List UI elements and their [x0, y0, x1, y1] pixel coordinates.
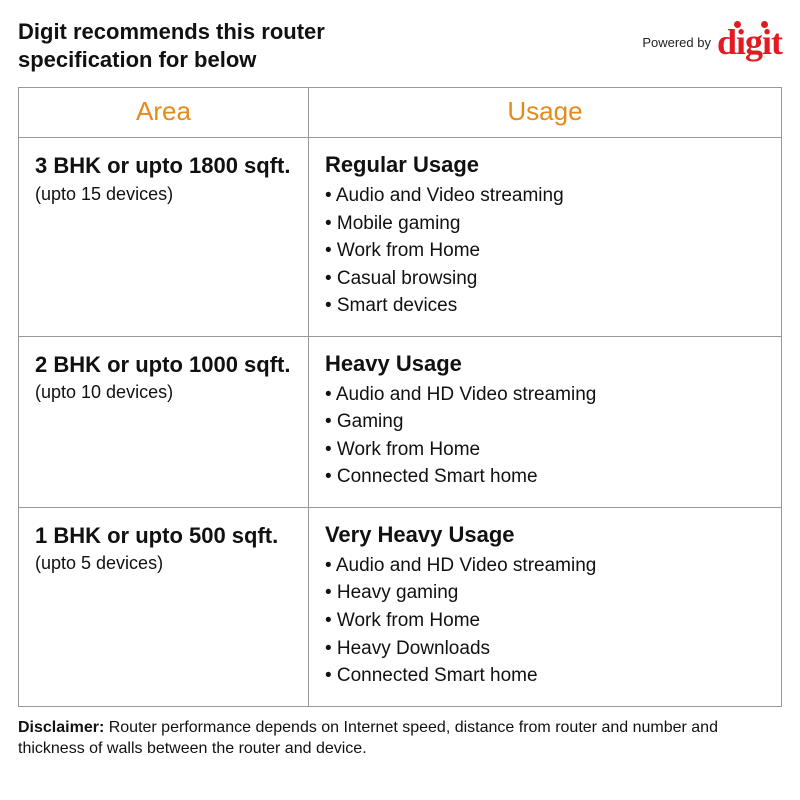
- usage-item: Gaming: [325, 408, 765, 436]
- disclaimer: Disclaimer: Router performance depends o…: [18, 717, 782, 760]
- usage-title: Regular Usage: [325, 152, 765, 178]
- logo-text: digit: [717, 22, 782, 62]
- area-title: 2 BHK or upto 1000 sqft.: [35, 351, 292, 379]
- logo-dot-icon: [761, 21, 768, 28]
- usage-title: Heavy Usage: [325, 351, 765, 377]
- digit-logo: digit: [717, 24, 782, 60]
- usage-list: Audio and HD Video streamingGamingWork f…: [325, 381, 765, 491]
- area-title: 1 BHK or upto 500 sqft.: [35, 522, 292, 550]
- table-row: 2 BHK or upto 1000 sqft. (upto 10 devices…: [19, 336, 782, 507]
- usage-cell: Very Heavy Usage Audio and HD Video strea…: [308, 507, 781, 706]
- area-cell: 2 BHK or upto 1000 sqft. (upto 10 devices…: [19, 336, 309, 507]
- page-title: Digit recommends this router specificati…: [18, 18, 438, 73]
- usage-item: Audio and Video streaming: [325, 182, 765, 210]
- usage-list: Audio and HD Video streamingHeavy gaming…: [325, 552, 765, 690]
- logo-dot-icon: [734, 21, 741, 28]
- usage-item: Work from Home: [325, 607, 765, 635]
- usage-item: Connected Smart home: [325, 662, 765, 690]
- table-row: 1 BHK or upto 500 sqft. (upto 5 devices) V…: [19, 507, 782, 706]
- disclaimer-text: Router performance depends on Internet s…: [18, 719, 718, 758]
- area-cell: 1 BHK or upto 500 sqft. (upto 5 devices): [19, 507, 309, 706]
- area-subtitle: (upto 10 devices): [35, 382, 292, 403]
- disclaimer-label: Disclaimer:: [18, 719, 104, 736]
- usage-item: Audio and HD Video streaming: [325, 552, 765, 580]
- usage-list: Audio and Video streamingMobile gamingWo…: [325, 182, 765, 320]
- usage-item: Casual browsing: [325, 265, 765, 293]
- column-header-usage: Usage: [308, 88, 781, 138]
- usage-item: Mobile gaming: [325, 210, 765, 238]
- table-header-row: Area Usage: [19, 88, 782, 138]
- header: Digit recommends this router specificati…: [18, 18, 782, 73]
- spec-table: Area Usage 3 BHK or upto 1800 sqft. (upto…: [18, 87, 782, 707]
- usage-cell: Regular Usage Audio and Video streamingMo…: [308, 138, 781, 337]
- usage-item: Heavy gaming: [325, 579, 765, 607]
- column-header-area: Area: [19, 88, 309, 138]
- usage-cell: Heavy Usage Audio and HD Video streamingG…: [308, 336, 781, 507]
- table-row: 3 BHK or upto 1800 sqft. (upto 15 devices…: [19, 138, 782, 337]
- usage-item: Work from Home: [325, 237, 765, 265]
- usage-item: Connected Smart home: [325, 463, 765, 491]
- usage-item: Smart devices: [325, 292, 765, 320]
- powered-by: Powered by digit: [642, 24, 782, 60]
- usage-item: Work from Home: [325, 436, 765, 464]
- area-subtitle: (upto 5 devices): [35, 553, 292, 574]
- usage-title: Very Heavy Usage: [325, 522, 765, 548]
- area-cell: 3 BHK or upto 1800 sqft. (upto 15 devices…: [19, 138, 309, 337]
- area-subtitle: (upto 15 devices): [35, 184, 292, 205]
- usage-item: Heavy Downloads: [325, 635, 765, 663]
- powered-by-label: Powered by: [642, 35, 711, 50]
- area-title: 3 BHK or upto 1800 sqft.: [35, 152, 292, 180]
- usage-item: Audio and HD Video streaming: [325, 381, 765, 409]
